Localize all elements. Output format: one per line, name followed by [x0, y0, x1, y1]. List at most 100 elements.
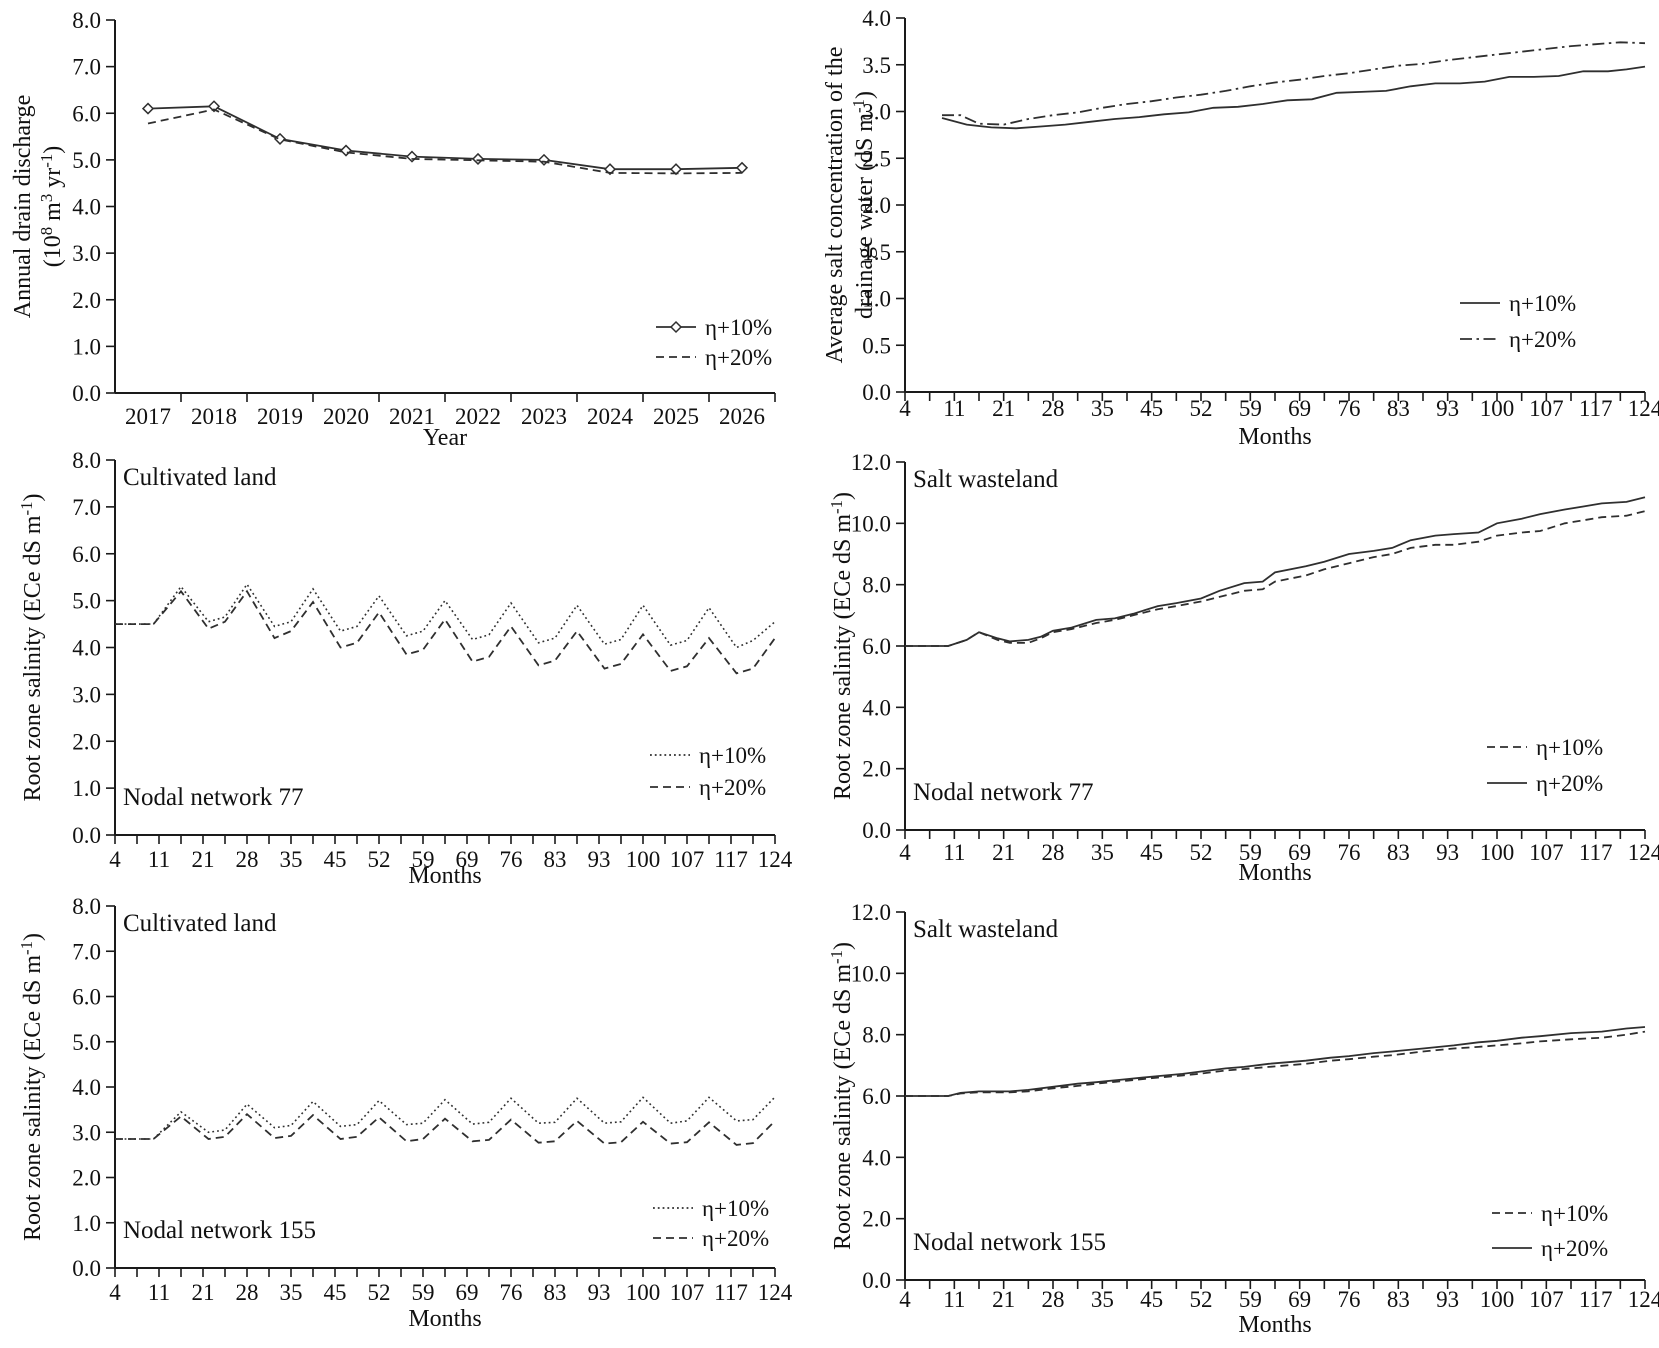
x-axis-label: Months [1238, 424, 1311, 450]
legend-label-0: η+10% [1536, 735, 1603, 760]
x-tick-label: 35 [1091, 396, 1114, 421]
y-tick-label: 8.0 [862, 573, 891, 598]
x-tick-label: 69 [1288, 840, 1311, 865]
y-tick-label: 5.0 [72, 148, 101, 173]
series-line-0 [905, 1030, 1646, 1097]
chart-root-zone-salinity-cultivated-77: 0.0 1.0 2.0 3.0 4.0 5.0 6.0 7.0 8.0 4 11 21 28 35 45 52… [17, 448, 793, 889]
y-tick-label: 1.0 [862, 287, 891, 312]
y-tick-label: 4.0 [862, 695, 891, 720]
y-tick-label: 0.0 [862, 818, 891, 843]
annotation: Salt wasteland [913, 466, 1059, 493]
y-tick-label: 1.0 [72, 334, 101, 359]
y-tick-label: 3.0 [862, 100, 891, 125]
y-axis-label: Average salt concentration of the [822, 47, 848, 364]
x-tick-label: 45 [1140, 840, 1163, 865]
series-line-0 [941, 65, 1646, 130]
y-axis-label: Annual drain discharge [10, 95, 36, 319]
series-line-1 [115, 589, 776, 675]
x-tick-label: 35 [280, 847, 303, 872]
y-axis-label: Root zone salinity (ECe dS m-1) [17, 494, 46, 802]
y-tick-label: 0.0 [72, 1256, 101, 1281]
y-tick-label: 8.0 [72, 8, 101, 33]
x-tick-label: 100 [1480, 1287, 1515, 1312]
y-axis-label: drainage water (dS m-1) [849, 91, 878, 319]
diamond-marker [471, 152, 485, 166]
x-tick-label: 100 [1480, 396, 1515, 421]
y-tick-label: 0.0 [72, 823, 101, 848]
annotation: Nodal network 77 [123, 784, 304, 811]
diamond-marker [405, 150, 419, 163]
x-tick-label: 69 [1288, 1287, 1311, 1312]
diamond-marker [339, 144, 353, 157]
x-tick-label: 2018 [191, 404, 237, 429]
chart-root-zone-salinity-salt-wasteland-155: 0.0 2.0 4.0 6.0 8.0 10.0 12.0 4 11 21 28 35 45 52 59 69… [827, 900, 1659, 1338]
diamond-marker [207, 100, 221, 113]
x-tick-label: 69 [456, 1280, 479, 1305]
y-tick-label: 3.0 [72, 241, 101, 266]
x-tick-label: 21 [992, 1287, 1015, 1312]
y-tick-label: 3.0 [72, 682, 101, 707]
y-tick-label: 2.0 [862, 193, 891, 218]
x-tick-label: 93 [588, 847, 611, 872]
x-axis-label: Months [1238, 1312, 1311, 1338]
x-tick-label: 2024 [587, 404, 634, 429]
x-tick-label: 59 [1239, 1287, 1262, 1312]
x-tick-label: 2026 [719, 404, 765, 429]
x-tick-label: 4 [899, 840, 911, 865]
x-tick-label: 69 [1288, 396, 1311, 421]
legend-label-0: η+10% [705, 315, 772, 340]
x-tick-label: 52 [1190, 396, 1213, 421]
series-line-1 [115, 1112, 776, 1146]
x-tick-label: 117 [1579, 840, 1613, 865]
y-tick-label: 2.0 [862, 1207, 891, 1232]
x-tick-label: 11 [148, 847, 170, 872]
legend-label-0: η+10% [699, 743, 766, 768]
annotation: Nodal network 77 [913, 779, 1094, 806]
y-tick-label: 1.0 [72, 1211, 101, 1236]
y-tick-label: 6.0 [72, 542, 101, 567]
y-tick-label: 0.5 [862, 333, 891, 358]
y-axis-label: Root zone salinity (ECe dS m-1) [17, 933, 46, 1241]
y-tick-label: 1.5 [862, 240, 891, 265]
series-line-1 [942, 41, 1646, 126]
y-tick-label: 0.0 [862, 1268, 891, 1293]
x-tick-label: 59 [412, 1280, 435, 1305]
series-line-1 [147, 108, 743, 175]
annotation: Cultivated land [123, 464, 277, 491]
x-tick-label: 83 [1387, 840, 1410, 865]
y-tick-label: 12.0 [851, 900, 891, 925]
y-tick-label: 6.0 [862, 1084, 891, 1109]
y-tick-label: 7.0 [72, 495, 101, 520]
x-axis-label: Year [423, 425, 467, 451]
x-tick-label: 107 [670, 1280, 705, 1305]
x-tick-label: 28 [236, 847, 259, 872]
x-tick-label: 100 [626, 847, 661, 872]
x-tick-label: 21 [992, 396, 1015, 421]
x-tick-label: 117 [714, 1280, 748, 1305]
y-tick-label: 4.0 [72, 636, 101, 661]
legend-label-0: η+10% [1509, 291, 1576, 316]
x-tick-label: 76 [1338, 840, 1361, 865]
x-tick-label: 100 [1480, 840, 1515, 865]
y-tick-label: 0.0 [72, 381, 101, 406]
legend-label-1: η+20% [1509, 327, 1576, 352]
legend-label-0: η+10% [702, 1196, 769, 1221]
series-line-0 [115, 582, 776, 649]
x-tick-label: 2017 [125, 404, 171, 429]
x-tick-label: 28 [1042, 396, 1065, 421]
x-tick-label: 4 [899, 396, 911, 421]
x-tick-label: 11 [148, 1280, 170, 1305]
y-axis-label: (108 m3 yr-1) [37, 146, 66, 267]
chart-drainage-water-salt-concentration: 0.0 0.5 1.0 1.5 2.0 2.5 3.0 3.5 4.0 4 11 21 28 35 45 52… [822, 6, 1659, 450]
x-tick-label: 117 [1579, 396, 1613, 421]
y-tick-label: 4.0 [862, 6, 891, 31]
y-tick-label: 0.0 [862, 380, 891, 405]
legend-label-1: η+20% [702, 1226, 769, 1251]
x-tick-label: 2023 [521, 404, 567, 429]
x-tick-label: 52 [368, 1280, 391, 1305]
x-tick-label: 93 [1436, 840, 1459, 865]
x-tick-label: 93 [588, 1280, 611, 1305]
x-tick-label: 83 [1387, 1287, 1410, 1312]
x-tick-label: 83 [544, 847, 567, 872]
x-tick-label: 107 [1529, 396, 1564, 421]
